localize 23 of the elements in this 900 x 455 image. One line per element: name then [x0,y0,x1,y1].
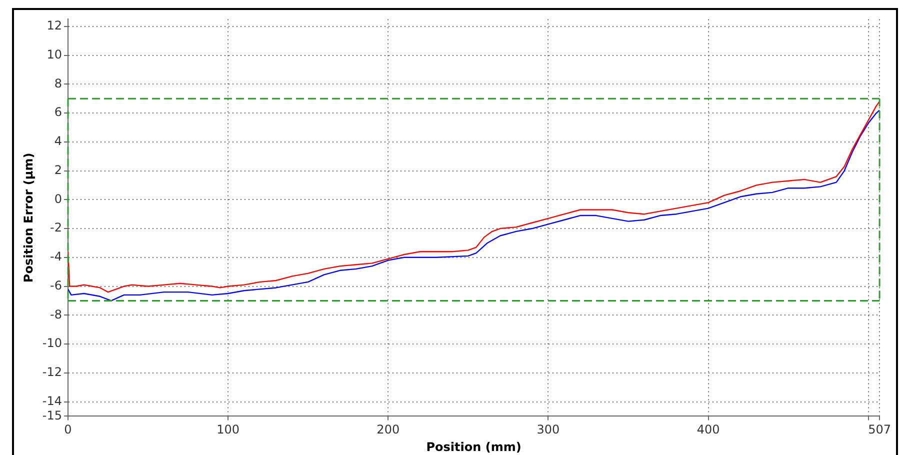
x-tick-label: 300 [536,422,560,437]
y-tick-label: -12 [42,365,62,380]
y-tick-label: 12 [46,18,62,33]
y-tick-label: -15 [42,408,62,422]
y-tick-label: 0 [54,192,62,206]
y-tick-label: 6 [54,105,62,120]
y-tick-label: 4 [54,134,62,148]
y-tick-label: -4 [50,250,62,264]
y-tick-label: -14 [42,394,62,408]
y-tick-label: 10 [46,47,62,62]
x-tick-label: 0 [64,422,72,437]
y-tick-label: -2 [50,220,62,235]
y-tick-label: -10 [42,336,62,350]
y-tick-label: 2 [54,162,62,177]
y-tick-label: -6 [50,278,62,292]
x-axis-title: Position (mm) [426,440,522,454]
x-tick-label: 507 [868,422,891,437]
x-tick-label: 400 [696,422,720,437]
x-tick-label: 200 [376,422,400,437]
y-tick-label: 8 [54,76,62,90]
y-tick-label: -8 [50,307,62,322]
y-axis-title: Position Error (µm) [21,152,36,283]
x-tick-label: 100 [216,422,240,437]
